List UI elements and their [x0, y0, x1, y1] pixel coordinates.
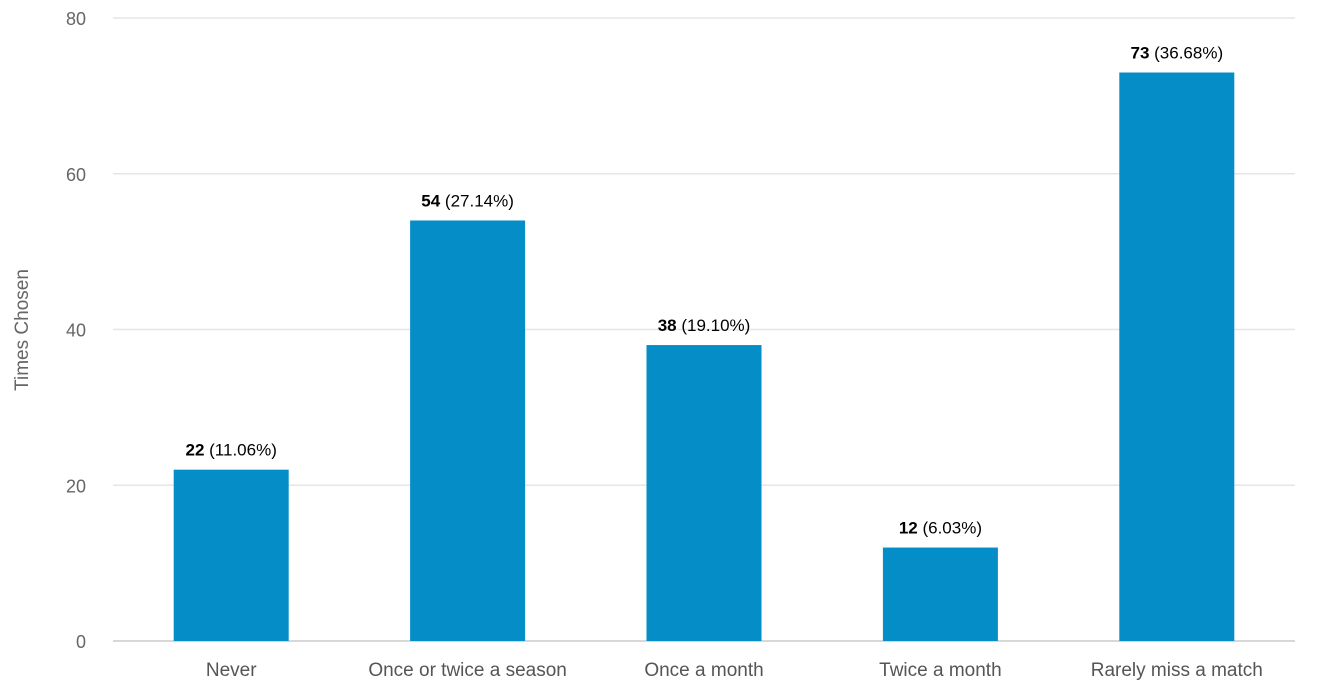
- y-tick-label: 40: [66, 321, 86, 341]
- x-category-label: Rarely miss a match: [1091, 660, 1263, 681]
- data-label-value: 22: [186, 441, 205, 460]
- bar: [882, 547, 998, 641]
- x-category-label: Twice a month: [879, 660, 1002, 681]
- data-label: 54 (27.14%): [421, 191, 514, 210]
- y-axis-label: Times Chosen: [12, 269, 33, 391]
- data-label: 12 (6.03%): [899, 519, 982, 538]
- data-label-value: 12: [899, 519, 918, 538]
- bar: [1119, 72, 1235, 641]
- data-label-percent: (11.06%): [204, 441, 276, 460]
- data-label-value: 54: [421, 191, 440, 210]
- data-label-value: 73: [1130, 44, 1149, 63]
- data-label: 22 (11.06%): [186, 441, 277, 460]
- bar: [173, 469, 289, 641]
- grid-lines: [113, 17, 1295, 642]
- data-label-percent: (19.10%): [677, 316, 751, 335]
- bars: [173, 72, 1235, 641]
- data-label-value: 38: [658, 316, 677, 335]
- data-labels: 22 (11.06%) 54 (27.14%) 38 (19.10%) 12 (6.0…: [186, 44, 1224, 538]
- bar: [646, 345, 762, 641]
- data-label-percent: (36.68%): [1149, 44, 1223, 63]
- data-label: 73 (36.68%): [1130, 44, 1223, 63]
- y-tick-label: 0: [76, 632, 86, 652]
- x-category-label: Once a month: [644, 660, 763, 681]
- data-label-percent: (27.14%): [440, 191, 514, 210]
- data-label-percent: (6.03%): [918, 519, 982, 538]
- bar: [410, 220, 526, 641]
- y-axis-ticks: 0 20 40 60 80: [66, 9, 86, 652]
- x-category-label: Once or twice a season: [368, 660, 567, 681]
- x-category-label: Never: [206, 660, 257, 681]
- y-tick-label: 80: [66, 9, 86, 29]
- y-tick-label: 60: [66, 165, 86, 185]
- x-axis-categories: Never Once or twice a season Once a month T…: [206, 660, 1263, 681]
- data-label: 38 (19.10%): [658, 316, 751, 335]
- y-tick-label: 20: [66, 476, 86, 496]
